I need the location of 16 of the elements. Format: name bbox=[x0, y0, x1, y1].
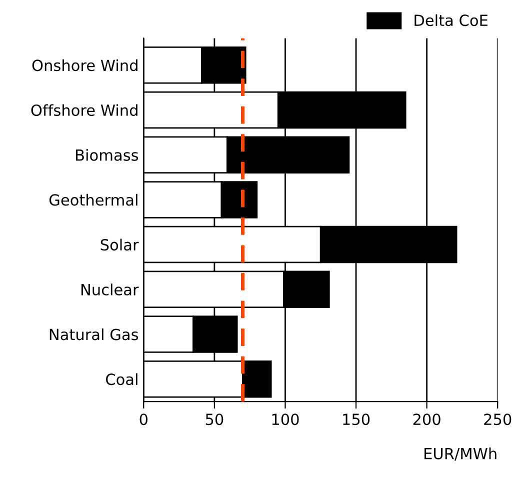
x-tick-label: 200 bbox=[413, 414, 440, 426]
y-tick-label: Nuclear bbox=[81, 284, 139, 296]
y-tick-label: Solar bbox=[100, 238, 139, 251]
x-tick-label: 50 bbox=[206, 414, 224, 426]
x-tick-label: 100 bbox=[272, 414, 299, 426]
y-tick-label: Offshore Wind bbox=[31, 104, 138, 116]
x-tick-label: 250 bbox=[484, 414, 512, 426]
legend-label: Delta CoE bbox=[414, 14, 488, 26]
x-tick-label: 0 bbox=[140, 414, 148, 426]
x-tick-label: 150 bbox=[343, 414, 370, 426]
y-tick-label: Onshore Wind bbox=[32, 59, 138, 72]
y-tick-label: Biomass bbox=[76, 149, 138, 161]
y-tick-label: Natural Gas bbox=[50, 328, 138, 340]
x-axis-title: EUR/MWh bbox=[424, 448, 496, 461]
y-tick-label: Coal bbox=[106, 373, 138, 386]
y-tick-label: Geothermal bbox=[49, 194, 138, 206]
